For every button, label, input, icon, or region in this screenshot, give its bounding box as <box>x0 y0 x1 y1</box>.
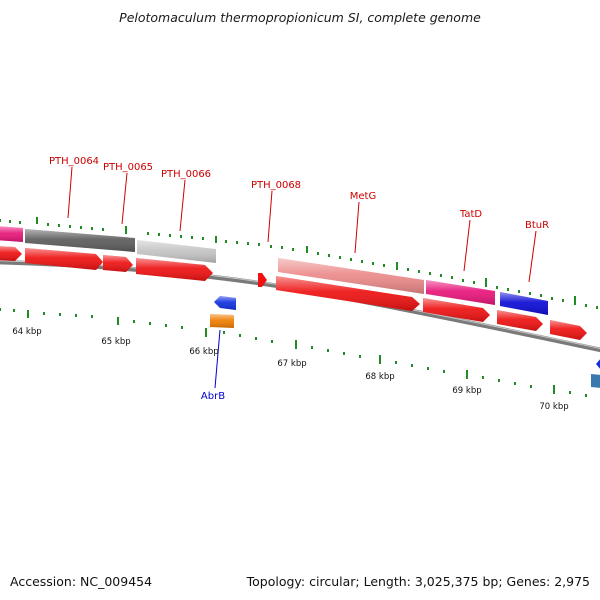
gene-label-pth0064[interactable]: PTH_0064 <box>49 156 99 167</box>
cds-arrow-8-gloss <box>497 310 543 331</box>
cds-arrow-5[interactable] <box>258 273 267 287</box>
upper-tick-arc <box>0 217 598 309</box>
gene-label-metg[interactable]: MetG <box>350 191 376 202</box>
gene-label-tatd[interactable]: TatD <box>459 209 483 220</box>
gene-label-pth0066[interactable]: PTH_0066 <box>161 169 211 180</box>
cog-feature-abrb-gloss <box>210 314 234 328</box>
kbp-label-70: 70 kbp <box>539 402 568 412</box>
cds-arrow-3-gloss <box>103 255 133 272</box>
gene-labels: PTH_0064 PTH_0065 PTH_0066 PTH_0068 MetG… <box>49 156 549 402</box>
cds-arrow-9-gloss <box>550 320 587 340</box>
gene-label-pth0065[interactable]: PTH_0065 <box>103 162 153 173</box>
cog-track <box>0 226 548 315</box>
cds-arrow-1-gloss <box>0 246 22 261</box>
cds-arrow-right-edge-reverse[interactable] <box>596 358 600 370</box>
cog-feature-metg-gloss <box>278 258 424 294</box>
kbp-label-64: 64 kbp <box>12 327 41 337</box>
genome-summary-text: Topology: circular; Length: 3,025,375 bp… <box>246 574 590 589</box>
cds-arrow-6-gloss <box>276 276 420 311</box>
kbp-label-66: 66 kbp <box>189 347 218 357</box>
kbp-label-65: 65 kbp <box>101 337 130 347</box>
forward-cds-track <box>0 246 587 340</box>
kbp-labels: 64 kbp 65 kbp 66 kbp 67 kbp 68 kbp 69 kb… <box>12 327 568 412</box>
cog-feature-tatd-gloss <box>426 280 495 305</box>
cog-feature-right-edge[interactable] <box>591 374 600 388</box>
gene-label-pth0068[interactable]: PTH_0068 <box>251 180 301 191</box>
kbp-label-67: 67 kbp <box>277 359 306 369</box>
lower-tick-arc <box>0 308 587 397</box>
cog-feature-pth0064-gloss <box>25 229 135 252</box>
accession-text: Accession: NC_009454 <box>10 574 152 589</box>
label-leader-lines <box>67 166 537 389</box>
gene-label-abrb[interactable]: AbrB <box>201 391 225 402</box>
cds-arrow-abrb-reverse-gloss <box>214 296 236 310</box>
cds-arrow-4-gloss <box>136 258 213 281</box>
cds-arrow-2-gloss <box>25 248 103 270</box>
map-title: Pelotomaculum thermopropionicum SI, comp… <box>119 10 481 25</box>
reverse-track <box>210 296 600 388</box>
cog-feature-pth0063-gloss <box>0 226 23 242</box>
cds-arrow-7-gloss <box>423 298 490 322</box>
kbp-label-69: 69 kbp <box>452 386 481 396</box>
kbp-label-68: 68 kbp <box>365 372 394 382</box>
gene-label-btur[interactable]: BtuR <box>525 220 549 231</box>
cog-feature-btur-gloss <box>500 292 548 315</box>
cog-feature-pth0066-gloss <box>137 240 216 263</box>
